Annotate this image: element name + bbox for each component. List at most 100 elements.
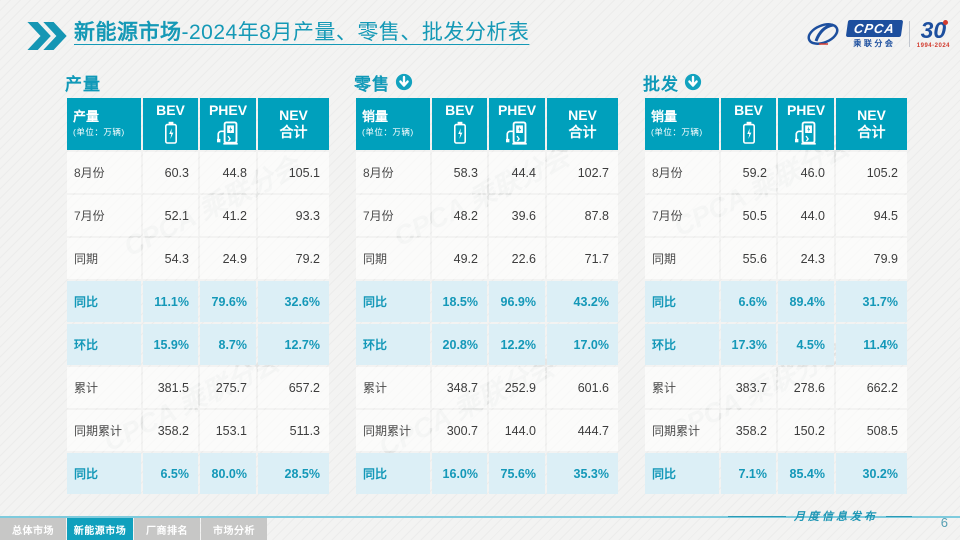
section-title: 零售 [354,74,390,94]
cell-value: 444.7 [547,410,618,451]
cell-value: 511.3 [258,410,329,451]
cell-value: 278.6 [778,367,834,408]
col-header-nev: NEV 合计 [547,98,618,150]
down-arrow-icon [395,73,413,91]
anniversary-number: 30 [920,17,949,43]
cell-value: 55.6 [721,238,776,279]
col-header-label: BEV [156,102,185,119]
row-label: 同比 [67,453,141,494]
col-header-label: NEV 合计 [279,106,308,141]
cell-value: 358.2 [721,410,776,451]
table-row: 同期 54.3 24.9 79.2 [67,238,329,279]
cell-value: 11.4% [836,324,907,365]
table-row: 8月份 59.2 46.0 105.2 [645,152,907,193]
col-header-label: PHEV [497,102,537,119]
row-label: 同比 [645,453,719,494]
note-line-left [728,515,786,517]
table-section: 零售 销量 (单位：万辆) [354,71,618,496]
table-row: 环比 20.8% 12.2% 17.0% [356,324,618,365]
cell-value: 52.1 [143,195,198,236]
row-label: 累计 [356,367,430,408]
footer-accent-line [0,516,960,518]
cell-value: 79.2 [258,238,329,279]
cell-value: 49.2 [432,238,487,279]
col-header-phev: PHEV [778,98,834,150]
row-label: 累计 [67,367,141,408]
charging-station-icon [795,121,816,145]
cell-value: 358.2 [143,410,198,451]
footer-tab[interactable]: 总体市场 [0,518,66,540]
cell-value: 50.5 [721,195,776,236]
footer-note-text: 月度信息发布 [794,511,878,523]
cell-value: 6.6% [721,281,776,322]
col-header-label: NEV 合计 [857,106,886,141]
cell-value: 102.7 [547,152,618,193]
cell-value: 15.9% [143,324,198,365]
cell-value: 58.3 [432,152,487,193]
cell-value: 348.7 [432,367,487,408]
table-row: 7月份 52.1 41.2 93.3 [67,195,329,236]
table-row: 同比 6.5% 80.0% 28.5% [67,453,329,494]
cell-value: 75.6% [489,453,545,494]
table-body: 8月份 59.2 46.0 105.2 7月份 50.5 44.0 94.5 同期 55.6 24.… [645,152,907,494]
cell-value: 24.9 [200,238,256,279]
col-header-nev: NEV 合计 [258,98,329,150]
cell-value: 43.2% [547,281,618,322]
cell-value: 93.3 [258,195,329,236]
cell-value: 150.2 [778,410,834,451]
cell-value: 300.7 [432,410,487,451]
anniversary-logo: 30 1994-2024 [917,17,950,50]
cell-value: 11.1% [143,281,198,322]
cell-value: 48.2 [432,195,487,236]
cell-value: 79.6% [200,281,256,322]
data-table: 产量 (单位：万辆) BEV PHEV [65,96,331,496]
table-row: 同期累计 358.2 153.1 511.3 [67,410,329,451]
cell-value: 508.5 [836,410,907,451]
cell-value: 275.7 [200,367,256,408]
footer-tab[interactable]: 新能源市场 [67,518,133,540]
row-label: 8月份 [645,152,719,193]
double-chevron-icon [27,22,67,50]
footer-tab[interactable]: 市场分析 [201,518,267,540]
table-section: 产量 产量 (单位：万辆) [65,71,329,496]
table-row: 同比 18.5% 96.9% 43.2% [356,281,618,322]
corner-unit: (单位：万辆) [651,126,703,137]
footer-tab[interactable]: 厂商排名 [134,518,200,540]
cell-value: 12.7% [258,324,329,365]
cell-value: 252.9 [489,367,545,408]
corner-label: 销量 [651,109,678,125]
table-row: 同比 11.1% 79.6% 32.6% [67,281,329,322]
cell-value: 383.7 [721,367,776,408]
cell-value: 54.3 [143,238,198,279]
cell-value: 24.3 [778,238,834,279]
table-body: 8月份 58.3 44.4 102.7 7月份 48.2 39.6 87.8 同期 49.2 22.… [356,152,618,494]
col-header-label: NEV 合计 [568,106,597,141]
row-label: 环比 [645,324,719,365]
table-row: 7月份 50.5 44.0 94.5 [645,195,907,236]
battery-icon [742,121,755,144]
logo-divider [908,21,910,47]
data-table: 销量 (单位：万辆) BEV PHEV [643,96,909,496]
cell-value: 105.2 [836,152,907,193]
cell-value: 8.7% [200,324,256,365]
charging-station-icon [506,121,527,145]
corner-label: 产量 [73,109,100,125]
col-header-nev: NEV 合计 [836,98,907,150]
cpca-subtitle: 乘联分会 [853,38,896,48]
cell-value: 657.2 [258,367,329,408]
cell-value: 16.0% [432,453,487,494]
cell-value: 46.0 [778,152,834,193]
table-row: 环比 17.3% 4.5% 11.4% [645,324,907,365]
cell-value: 31.7% [836,281,907,322]
cpca-wordmark: CPCA 乘联分会 [845,19,903,49]
row-label: 同期累计 [356,410,430,451]
cell-value: 601.6 [547,367,618,408]
footer-tab-bar: 总体市场 新能源市场 厂商排名 市场分析 [0,518,268,540]
cell-value: 17.3% [721,324,776,365]
col-header-label: PHEV [208,102,248,119]
title-highlight: 新能源市场 [74,21,182,44]
section-header: 产量 [65,71,325,94]
table-row: 同期 55.6 24.3 79.9 [645,238,907,279]
cell-value: 44.8 [200,152,256,193]
cell-value: 30.2% [836,453,907,494]
